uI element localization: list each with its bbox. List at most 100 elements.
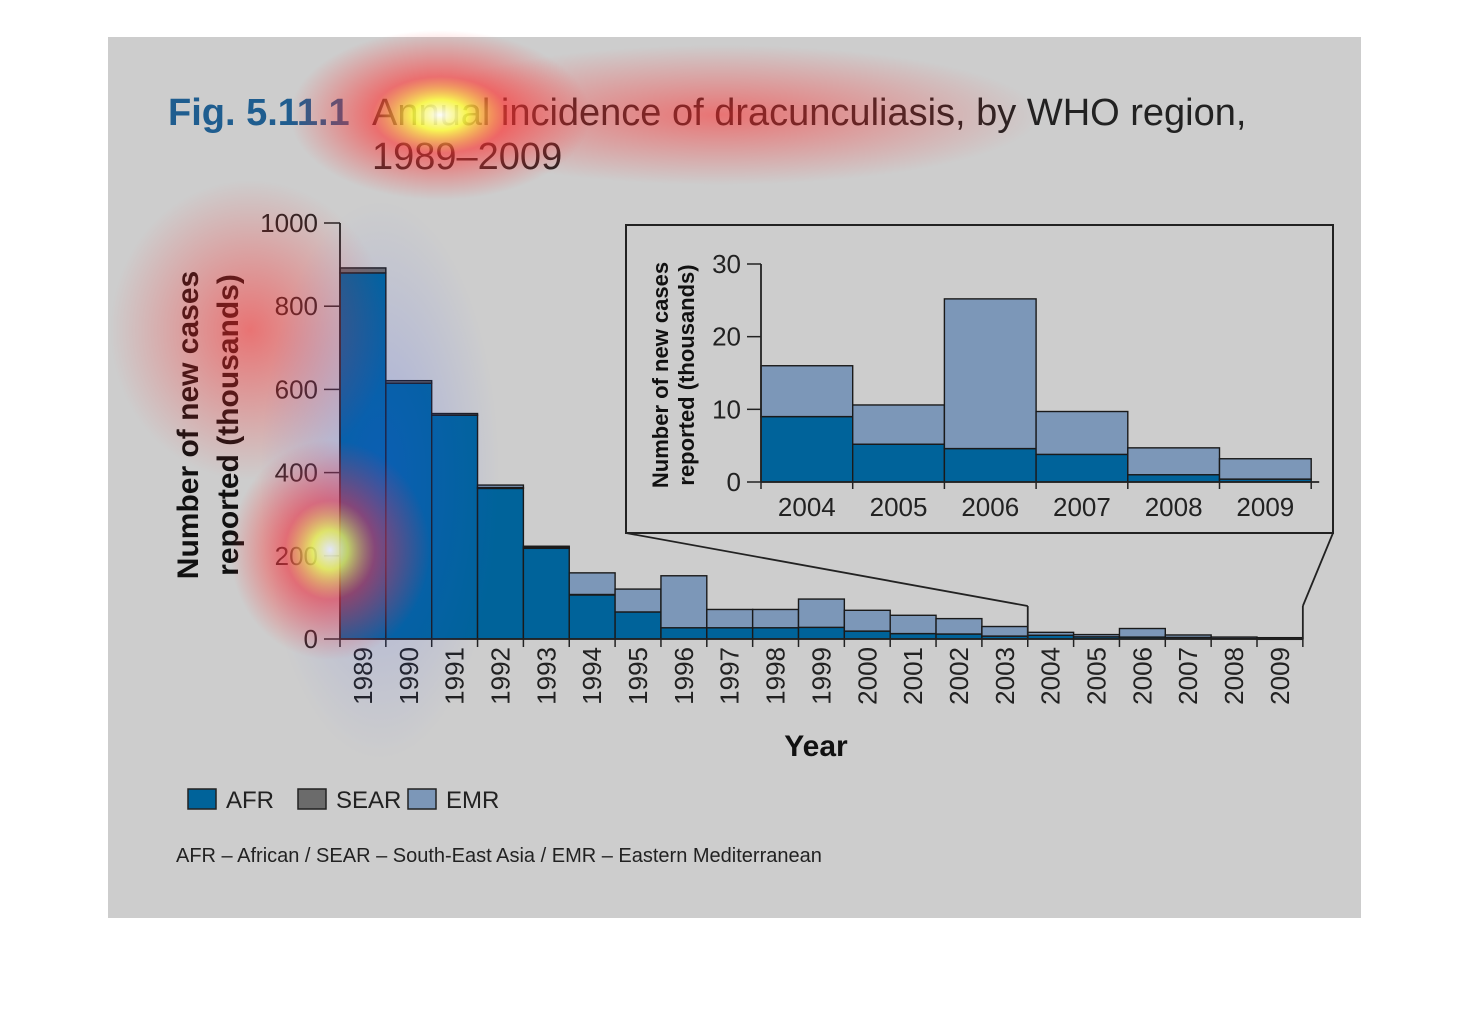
inset-y-axis-title-line2: reported (thousands) <box>674 264 699 485</box>
inset-bar-emr-2006 <box>943 298 1037 450</box>
bar-emr-2004 <box>1027 631 1075 636</box>
bar-emr-2001 <box>889 614 937 635</box>
inset-frame <box>625 224 1334 534</box>
legend: AFR SEAR EMR <box>187 787 499 814</box>
inset-bar-emr-2007 <box>1035 410 1129 456</box>
zoom-connector-right <box>1302 532 1334 607</box>
x-tick-1998: 1998 <box>761 647 791 705</box>
inset-x-tick-2004: 2004 <box>778 492 836 522</box>
bar-afr-1992 <box>476 487 525 640</box>
inset-y-tick-10: 10 <box>712 394 741 424</box>
figure-number: Fig. 5.11.1 <box>168 92 350 134</box>
x-tick-1991: 1991 <box>440 647 470 705</box>
bar-afr-1994 <box>568 594 616 640</box>
bar-afr-2000 <box>843 630 891 640</box>
inset-bar-afr-2004 <box>760 415 854 483</box>
y-tick-800: 800 <box>275 291 318 321</box>
x-tick-2001: 2001 <box>898 647 928 705</box>
x-tick-1999: 1999 <box>806 647 836 705</box>
bar-emr-1998 <box>751 608 800 629</box>
inset-chart: 2004 2005 2006 2007 2008 2009 0 10 20 30 <box>625 224 1334 639</box>
x-tick-2009: 2009 <box>1265 647 1295 705</box>
bar-emr-1993 <box>522 545 570 549</box>
bar-emr-2003 <box>981 625 1029 637</box>
bar-emr-1994 <box>568 572 616 596</box>
x-tick-2006: 2006 <box>1127 647 1157 705</box>
bar-emr-2002 <box>935 617 983 635</box>
x-tick-2008: 2008 <box>1219 647 1249 705</box>
bar-emr-1995 <box>614 588 662 613</box>
inset-y-tick-30: 30 <box>712 249 741 279</box>
legend-label-sear: SEAR <box>336 787 401 814</box>
inset-bar-emr-2009 <box>1218 458 1312 480</box>
inset-y-tick-0: 0 <box>727 467 741 497</box>
legend-label-afr: AFR <box>226 787 274 814</box>
inset-bar-afr-2007 <box>1035 453 1129 483</box>
inset-y-tick-20: 20 <box>712 322 741 352</box>
x-tick-2004: 2004 <box>1036 647 1066 705</box>
bar-afr-1990 <box>385 382 433 640</box>
inset-bar-afr-2006 <box>943 447 1037 483</box>
inset-x-tick-2005: 2005 <box>870 492 928 522</box>
x-tick-1996: 1996 <box>669 647 699 705</box>
x-tick-1995: 1995 <box>623 647 653 705</box>
bar-emr-2006 <box>1118 627 1166 638</box>
bar-emr-2007 <box>1164 634 1212 639</box>
x-tick-2003: 2003 <box>990 647 1020 705</box>
legend-swatch-emr <box>407 788 437 810</box>
bar-emr-1996 <box>660 575 708 629</box>
y-tick-400: 400 <box>275 458 318 488</box>
inset-y-axis-title-line1: Number of new cases <box>648 262 673 488</box>
x-tick-1990: 1990 <box>394 647 424 705</box>
legend-swatch-sear <box>297 788 327 810</box>
inset-bar-afr-2008 <box>1127 474 1221 483</box>
bar-sear-1989 <box>339 267 387 274</box>
x-tick-1994: 1994 <box>577 647 607 705</box>
bar-afr-1998 <box>751 627 800 640</box>
x-tick-2000: 2000 <box>852 647 882 705</box>
bar-sear-1991 <box>431 412 479 416</box>
inset-bar-emr-2004 <box>760 365 854 418</box>
bar-emr-2005 <box>1072 633 1121 638</box>
bar-afr-1995 <box>614 611 662 640</box>
bar-emr-1997 <box>706 608 754 629</box>
inset-x-tick-2007: 2007 <box>1053 492 1111 522</box>
x-tick-1989: 1989 <box>348 647 378 705</box>
bar-afr-1991 <box>431 414 479 640</box>
region-note: AFR – African / SEAR – South-East Asia /… <box>176 845 822 867</box>
inset-bar-emr-2008 <box>1127 447 1221 476</box>
inset-bar-emr-2005 <box>852 404 946 445</box>
x-tick-2005: 2005 <box>1082 647 1112 705</box>
inset-x-tick-2009: 2009 <box>1236 492 1294 522</box>
x-tick-2007: 2007 <box>1173 647 1203 705</box>
bar-afr-1993 <box>522 547 570 640</box>
x-axis-title: Year <box>784 730 848 763</box>
x-tick-1993: 1993 <box>531 647 561 705</box>
x-tick-2002: 2002 <box>944 647 974 705</box>
bar-emr-1999 <box>797 598 846 629</box>
figure-title-line1: Annual incidence of dracunculiasis, by W… <box>372 92 1246 134</box>
inset-x-tick-2008: 2008 <box>1145 492 1203 522</box>
bar-sear-1990 <box>385 379 433 384</box>
y-axis-title-line1: Number of new cases <box>172 271 205 579</box>
y-tick-1000: 1000 <box>260 208 318 238</box>
zoom-connector-left <box>625 532 1028 607</box>
inset-x-tick-2006: 2006 <box>961 492 1019 522</box>
figure-title-line2: 1989–2009 <box>372 136 562 178</box>
legend-label-emr: EMR <box>446 787 499 814</box>
y-tick-0: 0 <box>304 624 318 654</box>
bar-afr-1999 <box>797 626 846 640</box>
x-tick-1997: 1997 <box>715 647 745 705</box>
y-tick-600: 600 <box>275 374 318 404</box>
y-axis-title-line2: reported (thousands) <box>212 274 245 576</box>
inset-bar-afr-2005 <box>852 443 946 483</box>
legend-swatch-afr <box>187 788 217 810</box>
bar-emr-1992 <box>476 484 525 489</box>
x-tick-1992: 1992 <box>485 647 515 705</box>
bar-afr-1997 <box>706 627 754 640</box>
bar-afr-1996 <box>660 627 708 640</box>
bar-emr-2000 <box>843 609 891 632</box>
y-tick-200: 200 <box>275 541 318 571</box>
bar-afr-1989 <box>339 272 387 640</box>
